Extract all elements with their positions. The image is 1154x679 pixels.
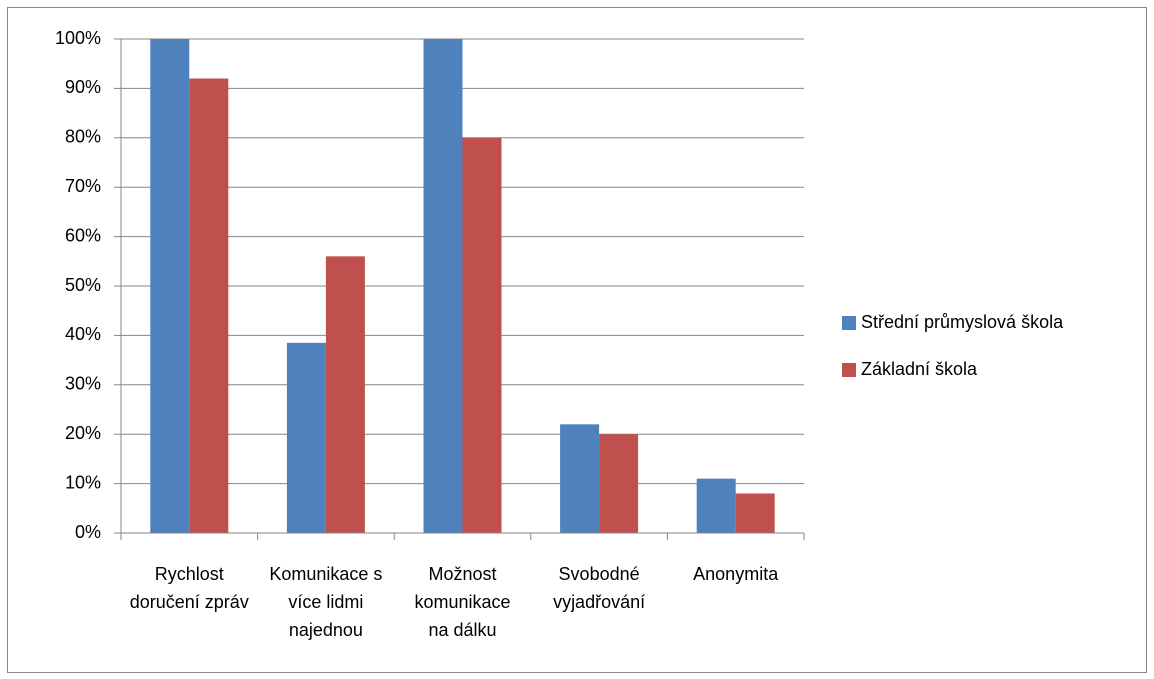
bar — [325, 256, 365, 533]
legend-label: Střední průmyslová škola — [861, 312, 1064, 332]
x-tick-label: Svobodné vyjadřování — [553, 564, 646, 612]
y-tick-label: 30% — [65, 374, 101, 394]
y-tick-label: 80% — [65, 127, 101, 147]
y-tick-label: 0% — [75, 522, 101, 542]
x-tick-label: Rychlost doručení zpráv — [129, 564, 249, 612]
bar — [462, 137, 502, 534]
legend-swatch — [842, 363, 856, 377]
y-tick-label: 10% — [65, 472, 101, 492]
y-tick-label: 100% — [55, 28, 101, 48]
y-tick-label: 40% — [65, 324, 101, 344]
x-tick-label: Komunikace s více lidmi najednou — [269, 564, 383, 640]
y-tick-label: 70% — [65, 176, 101, 196]
bar — [696, 478, 736, 533]
bar — [423, 39, 463, 533]
y-tick-label: 90% — [65, 77, 101, 97]
y-tick-label: 60% — [65, 225, 101, 245]
bar — [189, 78, 229, 534]
legend-label: Základní škola — [861, 359, 978, 379]
bar — [560, 424, 600, 533]
bar — [150, 39, 190, 533]
x-tick-label: Možnost komunikace na dálku — [414, 564, 511, 640]
legend-swatch — [842, 316, 856, 330]
y-tick-label: 20% — [65, 423, 101, 443]
bar — [735, 493, 775, 533]
bar — [599, 434, 639, 533]
x-tick-label: Anonymita — [693, 564, 779, 584]
y-tick-label: 50% — [65, 275, 101, 295]
bar — [286, 342, 326, 533]
